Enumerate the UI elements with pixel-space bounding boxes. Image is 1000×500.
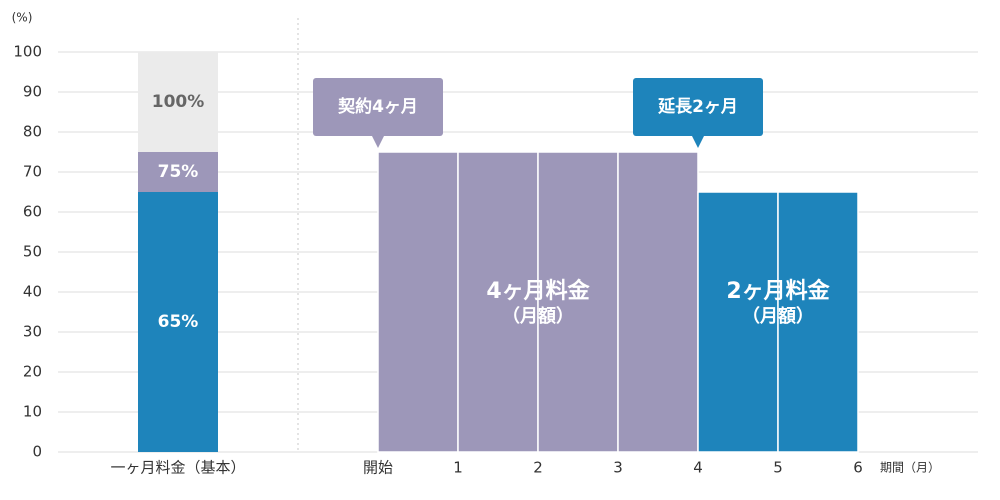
bar-text: （月額） — [502, 305, 574, 327]
bar-text: 2ヶ月料金 — [726, 278, 830, 304]
callout-text: 契約4ヶ月 — [337, 96, 418, 117]
x-axis-label: 期間（月） — [880, 461, 940, 475]
y-tick-label: 40 — [23, 283, 42, 301]
x-tick-label: 2 — [533, 459, 543, 477]
value-label: 65% — [158, 312, 199, 332]
x-tick-label: 開始 — [363, 459, 393, 477]
bar-text: 4ヶ月料金 — [486, 278, 590, 304]
callout-box — [633, 78, 763, 136]
y-tick-label: 100 — [13, 43, 42, 61]
y-tick-label: 0 — [32, 443, 42, 461]
bar-text: （月額） — [742, 305, 814, 327]
period-bar — [697, 191, 779, 453]
callout-pointer — [372, 136, 384, 148]
base-bar — [138, 192, 218, 452]
x-tick-label: 一ヶ月料金（基本） — [110, 459, 245, 477]
y-tick-label: 50 — [23, 243, 42, 261]
x-tick-label: 5 — [773, 459, 783, 477]
y-tick-label: 90 — [23, 83, 42, 101]
period-bar — [457, 151, 539, 453]
y-tick-label: 80 — [23, 123, 42, 141]
x-tick-label: 1 — [453, 459, 463, 477]
y-tick-label: 70 — [23, 163, 42, 181]
period-bar — [617, 151, 699, 453]
x-tick-label: 6 — [853, 459, 863, 477]
period-bar — [377, 151, 459, 453]
y-axis-label: (%) — [12, 11, 33, 25]
value-label: 100% — [152, 92, 205, 112]
callout-box — [313, 78, 443, 136]
y-tick-label: 60 — [23, 203, 42, 221]
y-tick-label: 20 — [23, 363, 42, 381]
callout-pointer — [692, 136, 704, 148]
y-tick-label: 10 — [23, 403, 42, 421]
period-bar — [537, 151, 619, 453]
x-tick-label: 3 — [613, 459, 623, 477]
x-tick-label: 4 — [693, 459, 703, 477]
y-tick-label: 30 — [23, 323, 42, 341]
period-bar — [777, 191, 859, 453]
value-label: 75% — [158, 162, 199, 182]
callout-text: 延長2ヶ月 — [657, 96, 738, 117]
